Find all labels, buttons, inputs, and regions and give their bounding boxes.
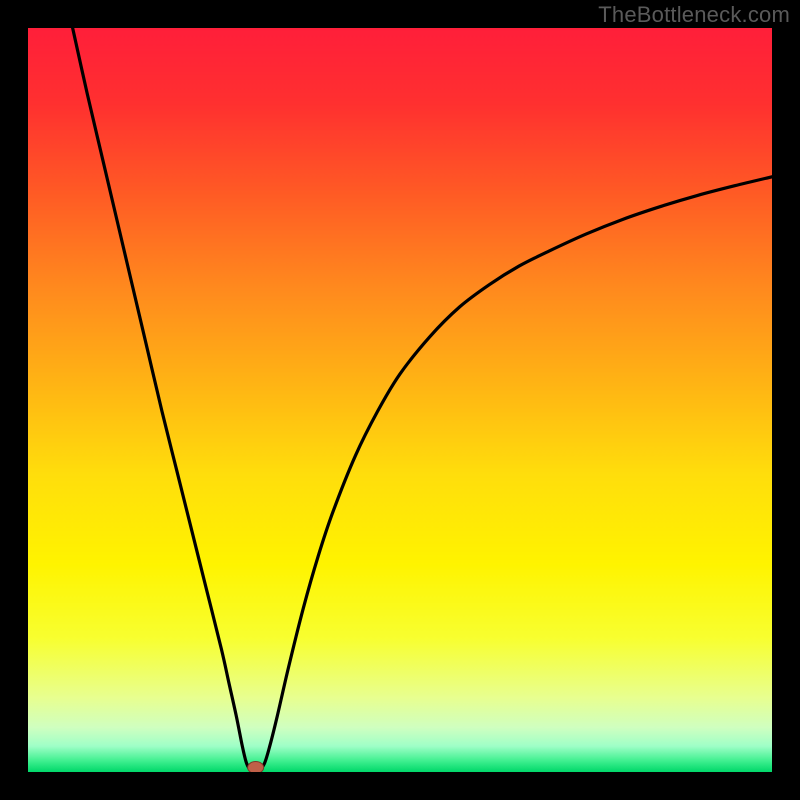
chart-root: TheBottleneck.com (0, 0, 800, 800)
bottleneck-curve-layer (28, 28, 772, 772)
watermark-text: TheBottleneck.com (598, 2, 790, 28)
plot-area (28, 28, 772, 772)
bottleneck-curve (73, 28, 772, 771)
dip-marker (248, 762, 264, 772)
